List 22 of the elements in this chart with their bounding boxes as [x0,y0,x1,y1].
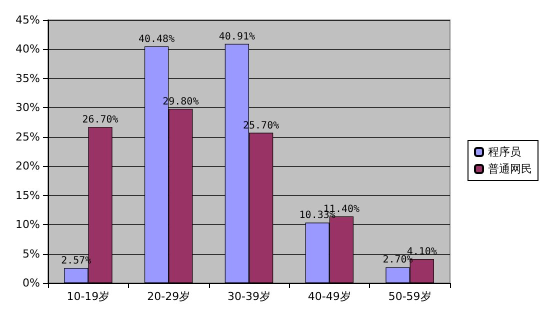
x-tick-label: 40-49岁 [308,290,351,303]
x-tick-label: 10-19岁 [66,290,110,303]
y-tick-label: 0% [22,276,40,290]
y-tick-label: 30% [16,101,40,114]
legend-label: 普通网民 [488,162,532,176]
y-tick-label: 15% [16,188,40,202]
data-label: 2.70% [382,254,413,266]
data-label: 26.70% [82,114,118,126]
data-label: 10.33% [299,210,336,222]
y-tick-label: 20% [16,160,40,173]
legend-label: 程序员 [488,146,521,158]
data-label: 40.48% [138,34,175,45]
y-tick-label: 35% [16,72,40,85]
x-tick-label: 50-59岁 [388,290,432,303]
x-tick-label: 20-29岁 [147,290,190,303]
x-tick-label: 30-39岁 [228,290,270,303]
y-tick-label: 25% [16,130,40,144]
y-tick-label: 10% [16,218,40,232]
y-tick-label: 45% [16,14,40,26]
data-label: 40.91% [218,31,256,42]
y-tick-label: 40% [16,42,40,56]
y-tick-label: 5% [22,247,40,260]
